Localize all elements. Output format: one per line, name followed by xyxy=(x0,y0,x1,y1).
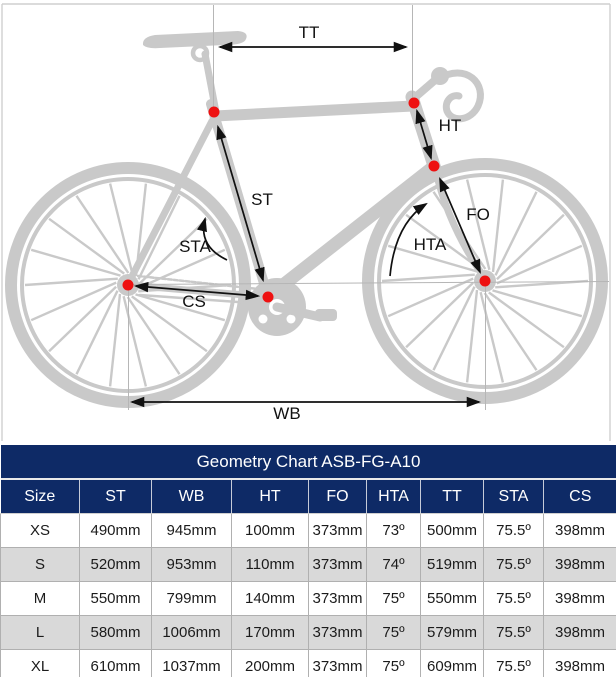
column-header-ht: HT xyxy=(231,479,309,514)
value-cell: 398mm xyxy=(542,547,616,582)
geometry-table-body: XS 490mm 945mm 100mm 373mm 73º 500mm 75.5º 398mm… xyxy=(0,513,616,677)
size-cell: S xyxy=(0,547,80,582)
value-cell: 373mm xyxy=(308,615,367,650)
table-row-xl: XL 610mm 1037mm 200mm 373mm 75º 609mm 75.5º 398m… xyxy=(0,649,616,677)
value-cell: 373mm xyxy=(308,581,367,616)
value-cell: 75º xyxy=(366,581,421,616)
label-chain-stay: CS xyxy=(182,292,206,311)
value-cell: 200mm xyxy=(231,649,309,677)
value-cell: 170mm xyxy=(231,615,309,650)
value-cell: 550mm xyxy=(420,581,484,616)
value-cell: 520mm xyxy=(79,547,152,582)
value-cell: 500mm xyxy=(420,513,484,548)
column-header-cs: CS xyxy=(542,479,616,514)
value-cell: 1037mm xyxy=(151,649,232,677)
dimension-labels: TT ST STA CS WB HT FO HTA xyxy=(179,23,490,423)
value-cell: 75.5º xyxy=(483,615,544,650)
value-cell: 609mm xyxy=(420,649,484,677)
value-cell: 75º xyxy=(366,649,421,677)
value-cell: 398mm xyxy=(542,649,616,677)
value-cell: 373mm xyxy=(308,547,367,582)
diagram-border xyxy=(1,3,611,441)
value-cell: 799mm xyxy=(151,581,232,616)
label-seat-angle: STA xyxy=(179,237,211,256)
table-row-s: S 520mm 953mm 110mm 373mm 74º 519mm 75.5º 398mm xyxy=(0,547,616,582)
value-cell: 398mm xyxy=(542,513,616,548)
value-cell: 75.5º xyxy=(483,649,544,677)
value-cell: 519mm xyxy=(420,547,484,582)
size-cell: L xyxy=(0,615,80,650)
value-cell: 579mm xyxy=(420,615,484,650)
label-fork: FO xyxy=(466,205,490,224)
value-cell: 73º xyxy=(366,513,421,548)
column-header-row: Size ST WB HT FO HTA TT STA CS xyxy=(0,479,616,514)
value-cell: 373mm xyxy=(308,513,367,548)
column-header-fo: FO xyxy=(308,479,367,514)
value-cell: 398mm xyxy=(542,615,616,650)
value-cell: 1006mm xyxy=(151,615,232,650)
value-cell: 953mm xyxy=(151,547,232,582)
label-seat-tube: ST xyxy=(251,190,273,209)
value-cell: 945mm xyxy=(151,513,232,548)
column-header-sta: STA xyxy=(483,479,544,514)
label-head-angle: HTA xyxy=(414,235,447,254)
size-cell: XS xyxy=(0,513,80,548)
dimension-arrows xyxy=(129,41,482,408)
measure-point-dots xyxy=(122,97,491,303)
table-row-m: M 550mm 799mm 140mm 373mm 75º 550mm 75.5º 398mm xyxy=(0,581,616,616)
value-cell: 75º xyxy=(366,615,421,650)
value-cell: 75.5º xyxy=(483,513,544,548)
value-cell: 490mm xyxy=(79,513,152,548)
value-cell: 550mm xyxy=(79,581,152,616)
table-row-xs: XS 490mm 945mm 100mm 373mm 73º 500mm 75.5º 398mm xyxy=(0,513,616,548)
table-row-l: L 580mm 1006mm 170mm 373mm 75º 579mm 75.5º 398mm xyxy=(0,615,616,650)
label-wheelbase: WB xyxy=(273,404,300,423)
value-cell: 75.5º xyxy=(483,547,544,582)
value-cell: 610mm xyxy=(79,649,152,677)
label-top-tube: TT xyxy=(299,23,320,42)
column-header-wb: WB xyxy=(151,479,232,514)
label-head-tube: HT xyxy=(439,116,462,135)
size-cell: M xyxy=(0,581,80,616)
column-header-st: ST xyxy=(79,479,152,514)
value-cell: 75.5º xyxy=(483,581,544,616)
value-cell: 580mm xyxy=(79,615,152,650)
geometry-table: Geometry Chart ASB-FG-A10 Size ST WB HT FO HT… xyxy=(0,445,616,677)
value-cell: 100mm xyxy=(231,513,309,548)
column-header-size: Size xyxy=(0,479,80,514)
value-cell: 398mm xyxy=(542,581,616,616)
column-header-tt: TT xyxy=(420,479,484,514)
table-title-row: Geometry Chart ASB-FG-A10 xyxy=(0,445,616,480)
bike-geometry-diagram: TT ST STA CS WB HT FO HTA xyxy=(1,3,611,441)
value-cell: 74º xyxy=(366,547,421,582)
size-cell: XL xyxy=(0,649,80,677)
value-cell: 110mm xyxy=(231,547,309,582)
bike-silhouette xyxy=(5,31,608,408)
column-header-hta: HTA xyxy=(366,479,421,514)
value-cell: 373mm xyxy=(308,649,367,677)
value-cell: 140mm xyxy=(231,581,309,616)
table-title: Geometry Chart ASB-FG-A10 xyxy=(0,445,616,480)
